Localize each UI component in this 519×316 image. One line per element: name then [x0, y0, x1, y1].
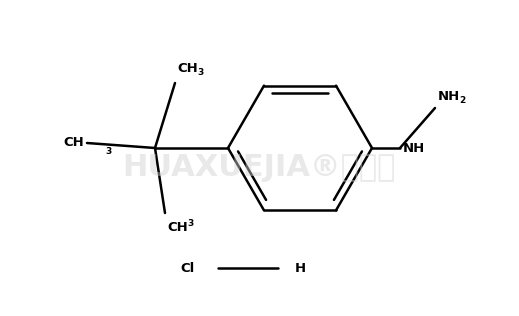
Text: CH: CH	[177, 62, 198, 75]
Text: Cl: Cl	[181, 262, 195, 275]
Text: 3: 3	[197, 68, 203, 77]
Text: NH: NH	[438, 90, 460, 103]
Text: 3: 3	[187, 219, 193, 228]
Text: NH: NH	[403, 142, 425, 155]
Text: H: H	[295, 262, 306, 275]
Text: HUAXUEJIA®化学加: HUAXUEJIA®化学加	[122, 154, 395, 183]
Text: CH: CH	[167, 221, 188, 234]
Text: 2: 2	[459, 96, 465, 105]
Text: 3: 3	[105, 147, 111, 155]
Text: CH: CH	[63, 137, 84, 149]
